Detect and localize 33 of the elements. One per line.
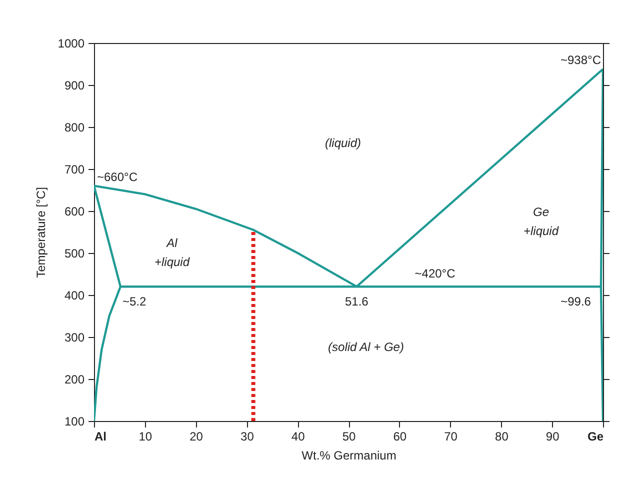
y-tick-label: 200 [64, 372, 85, 386]
x-tick-label: 10 [138, 430, 152, 444]
x-tick-label: Al [94, 430, 106, 444]
x-tick-label: 80 [495, 430, 509, 444]
y-tick-label: 500 [64, 246, 85, 260]
annotation: ~99.6 [560, 294, 592, 309]
y-tick-label: 300 [64, 330, 85, 344]
x-tick-label: 90 [546, 430, 560, 444]
annotation: ~420°C [414, 266, 456, 281]
x-tick-label: 50 [342, 430, 356, 444]
y-tick-label: 1000 [58, 36, 85, 50]
y-tick-label: 100 [64, 414, 85, 428]
y-axis-title: Temperature [°C] [34, 187, 48, 278]
annotation: Ge +liquid [523, 205, 559, 238]
annotation: ~660°C [97, 170, 138, 184]
x-tick-label: Ge [587, 430, 604, 444]
y-tick-label: 600 [64, 204, 85, 218]
y-tick-label: 400 [64, 288, 85, 302]
x-tick-label: 60 [393, 430, 407, 444]
x-tick-label: 30 [240, 430, 254, 444]
annotation: ~938°C [560, 53, 602, 68]
x-tick-label: 20 [190, 430, 204, 444]
annotation: 51.6 [344, 294, 369, 309]
x-tick-label: 40 [291, 430, 306, 444]
y-tick-label: 800 [64, 120, 85, 134]
annotation: Al +liquid [154, 236, 190, 269]
annotation: (liquid) [324, 136, 362, 150]
x-tick-label: 70 [444, 430, 458, 444]
annotation: (solid Al + Ge) [328, 340, 404, 354]
y-tick-label: 700 [64, 162, 85, 176]
annotation: ~5.2 [122, 294, 146, 309]
y-tick-label: 900 [64, 78, 85, 92]
x-axis-title: Wt.% Germanium [302, 448, 396, 462]
